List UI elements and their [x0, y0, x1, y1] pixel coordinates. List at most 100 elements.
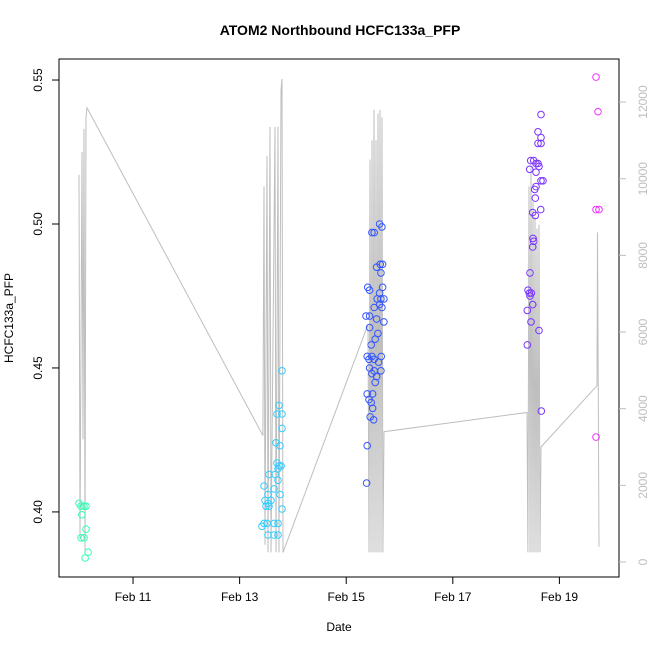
- y2-tick-label: 0: [636, 558, 650, 565]
- data-point: [82, 502, 90, 511]
- data-point: [270, 485, 278, 493]
- data-point: [523, 306, 532, 315]
- data-point: [537, 133, 545, 142]
- data-point: [78, 511, 86, 519]
- data-point: [592, 205, 600, 214]
- data-point: [380, 295, 388, 303]
- x-tick-label: Feb 15: [328, 590, 366, 604]
- data-point: [276, 441, 284, 450]
- data-point: [278, 424, 286, 433]
- data-point: [270, 531, 278, 539]
- data-point: [374, 358, 383, 367]
- data-point: [265, 470, 273, 479]
- data-point: [537, 407, 546, 415]
- data-point: [77, 502, 85, 511]
- data-point: [273, 410, 281, 418]
- data-point: [528, 243, 537, 251]
- data-point: [368, 404, 377, 413]
- data-point: [530, 185, 539, 194]
- data-point: [274, 464, 282, 473]
- data-point: [535, 162, 543, 171]
- data-point: [378, 283, 387, 292]
- data-point: [525, 289, 534, 297]
- secondary-line-layer: [78, 78, 600, 553]
- data-point: [372, 372, 381, 381]
- data-point: [380, 318, 388, 326]
- y2-tick-label: 8000: [636, 242, 650, 269]
- data-point: [526, 292, 534, 300]
- data-point: [531, 211, 540, 220]
- data-point: [532, 168, 540, 176]
- data-point: [265, 502, 273, 511]
- data-point: [365, 323, 374, 332]
- x-tick-label: Feb 19: [541, 590, 579, 604]
- data-point: [537, 139, 545, 148]
- data-point: [262, 502, 270, 511]
- data-point: [278, 505, 286, 513]
- y2-tick-label: 12000: [636, 85, 650, 119]
- data-point: [368, 390, 377, 398]
- x-axis-label: Date: [326, 620, 352, 634]
- chart-title: ATOM2 Northbound HCFC133a_PFP: [220, 22, 461, 38]
- data-point: [362, 479, 371, 487]
- data-point: [274, 531, 282, 539]
- data-point: [534, 128, 542, 136]
- data-point: [378, 223, 386, 231]
- y2-tick-label: 6000: [636, 318, 650, 345]
- y-tick-label: 0.50: [31, 212, 45, 236]
- x-tick-label: Feb 11: [115, 590, 152, 604]
- secondary-line: [78, 78, 600, 553]
- data-point: [531, 194, 540, 202]
- y-tick-label: 0.40: [31, 500, 45, 524]
- data-point: [271, 470, 279, 479]
- data-point: [274, 476, 282, 485]
- data-point: [274, 519, 282, 528]
- data-point: [372, 315, 381, 323]
- data-point: [377, 269, 385, 277]
- data-point: [275, 401, 283, 410]
- x-tick-label: Feb 17: [434, 590, 472, 604]
- data-point: [371, 378, 380, 387]
- data-point: [594, 107, 602, 116]
- data-point: [376, 260, 385, 269]
- data-point: [369, 416, 378, 424]
- data-point: [529, 234, 537, 243]
- data-point: [527, 318, 535, 326]
- data-point: [365, 286, 374, 295]
- data-point: [362, 312, 370, 320]
- data-point: [367, 341, 376, 349]
- data-point: [368, 228, 376, 237]
- data-point: [592, 73, 600, 81]
- data-point: [378, 303, 386, 312]
- x-tick-label: Feb 13: [221, 590, 259, 604]
- data-point: [535, 326, 543, 335]
- data-point: [80, 502, 88, 511]
- data-point: [534, 139, 542, 148]
- data-point: [260, 482, 268, 490]
- points-layer: [75, 73, 603, 562]
- data-point: [278, 367, 286, 375]
- y-tick-label: 0.45: [31, 356, 45, 380]
- data-point: [367, 398, 376, 407]
- data-point: [276, 490, 284, 499]
- data-point: [536, 205, 545, 214]
- y2-tick-label: 4000: [636, 395, 650, 422]
- data-point: [365, 312, 374, 320]
- data-point: [82, 525, 90, 534]
- data-point: [378, 260, 387, 269]
- data-point: [80, 534, 88, 542]
- data-point: [363, 441, 372, 450]
- data-point: [523, 341, 532, 349]
- data-point: [278, 410, 286, 418]
- data-point: [370, 303, 379, 312]
- data-point: [526, 269, 534, 277]
- data-point: [529, 237, 538, 246]
- data-point: [525, 165, 534, 174]
- y-axis-label: HCFC133a_PFP: [2, 273, 16, 363]
- data-point: [528, 300, 537, 309]
- data-point: [595, 205, 603, 214]
- data-point: [81, 554, 89, 562]
- y2-tick-label: 2000: [636, 472, 650, 499]
- data-point: [370, 228, 379, 237]
- data-point: [264, 490, 272, 499]
